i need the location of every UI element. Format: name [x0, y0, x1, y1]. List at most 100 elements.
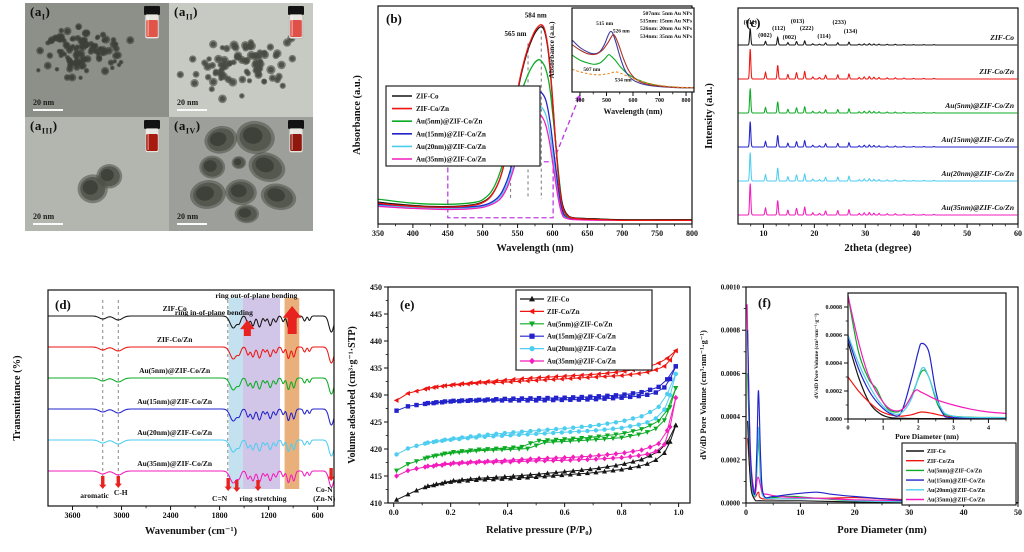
- nanoparticles: [176, 34, 297, 104]
- svg-text:0.8: 0.8: [617, 508, 627, 517]
- b-plot: 350 400 450 500 550 600 650 700 750 800 584 nm 565 …: [372, 5, 698, 238]
- svg-text:Au(15nm)@ZIF-Co/Zn: Au(15nm)@ZIF-Co/Zn: [137, 397, 213, 406]
- svg-text:0.4: 0.4: [503, 508, 513, 517]
- svg-text:ZIF-Co/Zn: ZIF-Co/Zn: [157, 335, 193, 344]
- svg-text:ring out-of-plane bending: ring out-of-plane bending: [215, 291, 297, 300]
- svg-text:Absorbance (a.u.): Absorbance (a.u.): [547, 21, 556, 78]
- svg-text:425: 425: [370, 418, 382, 427]
- svg-text:4: 4: [987, 425, 991, 432]
- f-legend: ZIF-Co ZIF-Co/Zn Au(5nm)@ZIF-Co/Zn Au(15nm)…: [901, 442, 1017, 506]
- svg-text:515nm: 15nm Au NPs: 515nm: 15nm Au NPs: [640, 19, 693, 25]
- svg-text:(011): (011): [744, 19, 757, 26]
- svg-text:2theta (degree): 2theta (degree): [844, 243, 912, 254]
- svg-text:0: 0: [846, 425, 849, 432]
- c-plot: ZIF-Co ZIF-Co/Zn Au(5nm)@ZIF-Co/Zn Au(15nm)…: [737, 7, 1022, 238]
- svg-text:(233): (233): [832, 19, 846, 26]
- svg-text:420: 420: [370, 445, 382, 454]
- sample-vial: [144, 120, 160, 153]
- svg-text:600: 600: [546, 229, 558, 238]
- svg-text:0.0004: 0.0004: [826, 361, 843, 367]
- svg-text:1.0: 1.0: [674, 508, 684, 517]
- svg-text:dV/dD Pore Volume (cm³·nm⁻¹·g: dV/dD Pore Volume (cm³·nm⁻¹·g⁻¹): [813, 313, 820, 398]
- panel-label-a3: (aIII): [30, 118, 58, 136]
- svg-text:(d): (d): [55, 297, 71, 312]
- svg-text:0.0006: 0.0006: [826, 333, 843, 339]
- svg-text:aromatic: aromatic: [80, 491, 109, 500]
- svg-text:ZIF-Co/Zn: ZIF-Co/Zn: [416, 105, 449, 113]
- svg-text:3600: 3600: [65, 511, 81, 520]
- scalebar-label: 20 nm: [33, 212, 55, 221]
- nanoparticles: [77, 164, 123, 204]
- svg-text:(002): (002): [758, 32, 772, 39]
- svg-text:(f): (f): [758, 295, 771, 310]
- svg-text:Transmittance (%): Transmittance (%): [12, 355, 23, 441]
- sample-vial: [288, 120, 304, 153]
- svg-text:Au(35nm)@ZIF-Co/Zn: Au(35nm)@ZIF-Co/Zn: [940, 203, 1014, 212]
- nanoparticles: [36, 23, 135, 82]
- tem-image-a3: (aIII) 20 nm: [25, 117, 169, 231]
- scalebar: [33, 222, 63, 225]
- svg-text:3: 3: [952, 425, 956, 432]
- svg-text:Au(5nm)@ZIF-Co/Zn: Au(5nm)@ZIF-Co/Zn: [547, 321, 613, 328]
- panel-label-a1: (aI): [30, 4, 51, 22]
- svg-text:ZIF-Co: ZIF-Co: [416, 93, 439, 101]
- sample-vial: [288, 6, 304, 39]
- svg-text:550: 550: [512, 229, 524, 238]
- svg-text:Pore Diameter (nm): Pore Diameter (nm): [895, 432, 959, 441]
- svg-text:C=N: C=N: [212, 494, 228, 503]
- panel-label-a4: (aIV): [174, 118, 201, 136]
- svg-text:ZIF-Co: ZIF-Co: [547, 297, 570, 304]
- svg-text:Co-N: Co-N: [316, 485, 334, 494]
- svg-text:ring stretching: ring stretching: [239, 494, 286, 503]
- tem-image-a1: (aI) 20 nm: [25, 3, 169, 117]
- svg-text:ZIF-Co: ZIF-Co: [927, 449, 946, 455]
- chart-xrd-patterns: ZIF-Co ZIF-Co/Zn Au(5nm)@ZIF-Co/Zn Au(15nm)…: [704, 7, 1022, 254]
- svg-text:350: 350: [372, 229, 384, 238]
- svg-text:(002): (002): [783, 34, 797, 41]
- svg-text:ZIF-Co/Zn: ZIF-Co/Zn: [547, 309, 580, 316]
- svg-text:1200: 1200: [261, 511, 277, 520]
- svg-text:Au(5nm)@ZIF-Co/Zn: Au(5nm)@ZIF-Co/Zn: [927, 468, 983, 475]
- svg-text:ZIF-Co/Zn: ZIF-Co/Zn: [978, 67, 1014, 76]
- svg-text:Absorbance (a.u.): Absorbance (a.u.): [352, 75, 363, 155]
- svg-text:0.0008: 0.0008: [721, 327, 741, 335]
- svg-text:1: 1: [881, 425, 884, 432]
- chart-uvvis-absorbance: 350 400 450 500 550 600 650 700 750 800 584 nm 565 …: [352, 5, 698, 254]
- svg-text:700: 700: [616, 229, 628, 238]
- svg-text:Volume adsorbed (cm³·g⁻¹·STP): Volume adsorbed (cm³·g⁻¹·STP): [347, 326, 358, 464]
- svg-text:2: 2: [917, 425, 920, 432]
- scalebar: [33, 108, 63, 111]
- scalebar-label: 20 nm: [33, 98, 55, 107]
- svg-text:40: 40: [912, 229, 920, 238]
- svg-text:0.0006: 0.0006: [721, 370, 741, 378]
- svg-text:600: 600: [312, 511, 324, 520]
- svg-text:(134): (134): [844, 28, 858, 35]
- svg-text:Au(35nm)@ZIF-Co/Zn: Au(35nm)@ZIF-Co/Zn: [416, 156, 486, 164]
- svg-text:3000: 3000: [114, 511, 130, 520]
- svg-text:20: 20: [851, 508, 859, 517]
- svg-text:ring in-of-plane bending: ring in-of-plane bending: [175, 308, 253, 317]
- svg-text:Au(5nm)@ZIF-Co/Zn: Au(5nm)@ZIF-Co/Zn: [416, 118, 483, 126]
- svg-text:565 nm: 565 nm: [504, 30, 526, 38]
- svg-text:1800: 1800: [212, 511, 228, 520]
- scalebar: [177, 108, 207, 111]
- svg-text:60: 60: [1014, 229, 1022, 238]
- svg-text:0.0004: 0.0004: [721, 413, 741, 421]
- svg-text:526 nm: 526 nm: [613, 28, 630, 34]
- svg-text:Au(5nm)@ZIF-Co/Zn: Au(5nm)@ZIF-Co/Zn: [139, 366, 211, 375]
- svg-text:534 nm: 534 nm: [615, 78, 632, 84]
- svg-text:Au(20nm)@ZIF-Co/Zn: Au(20nm)@ZIF-Co/Zn: [416, 143, 486, 151]
- tem-canvas-a1: [25, 3, 169, 117]
- svg-text:(Zn-N): (Zn-N): [313, 494, 336, 503]
- svg-text:0.0000: 0.0000: [721, 500, 741, 508]
- svg-text:0.0000: 0.0000: [826, 417, 843, 423]
- svg-text:Au(5nm)@ZIF-Co/Zn: Au(5nm)@ZIF-Co/Zn: [944, 101, 1014, 110]
- svg-text:800: 800: [686, 229, 698, 238]
- svg-text:507 nm: 507 nm: [583, 67, 600, 73]
- svg-text:40: 40: [960, 508, 968, 517]
- svg-text:10: 10: [796, 508, 804, 517]
- svg-text:515 nm: 515 nm: [596, 21, 613, 27]
- svg-text:Au(15nm)@ZIF-Co/Zn: Au(15nm)@ZIF-Co/Zn: [940, 135, 1014, 144]
- svg-text:Au(20nm)@ZIF-Co/Zn: Au(20nm)@ZIF-Co/Zn: [927, 487, 986, 494]
- svg-text:445: 445: [370, 310, 382, 319]
